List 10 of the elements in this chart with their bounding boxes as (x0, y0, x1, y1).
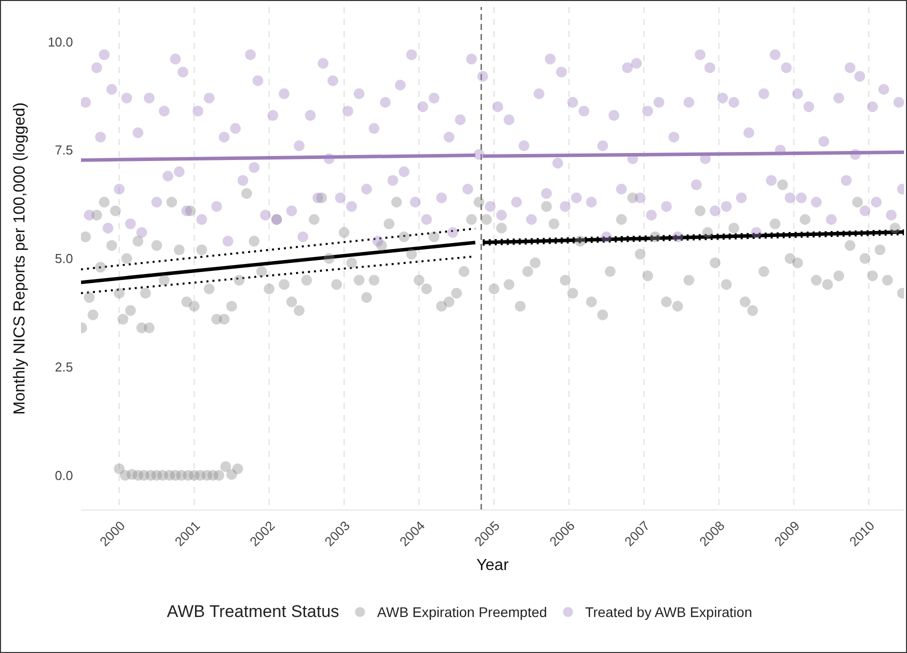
y-axis-title: Monthly NICS Reports per 100,000 (logged) (12, 102, 29, 415)
y-tick-label: 10.0 (48, 34, 73, 50)
x-axis-title: Year (476, 557, 510, 574)
legend-title: AWB Treatment Status (166, 602, 340, 622)
y-tick-label: 5.0 (54, 251, 73, 266)
y-tick-label: 0.0 (54, 468, 73, 483)
legend-label: AWB Expiration Preempted (377, 604, 548, 620)
y-tick-label: 7.5 (54, 142, 73, 158)
legend-label: Treated by AWB Expiration (585, 604, 752, 620)
y-tick-label: 2.5 (54, 360, 73, 375)
